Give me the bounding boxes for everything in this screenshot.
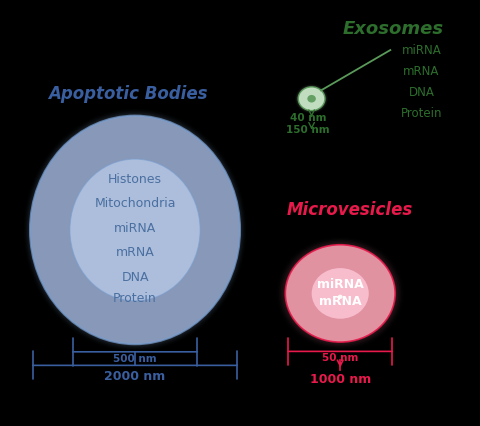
Text: Apoptotic Bodies: Apoptotic Bodies — [48, 85, 208, 103]
Text: mRNA: mRNA — [116, 246, 155, 259]
Text: 50 nm: 50 nm — [322, 353, 359, 363]
Text: 40 nm: 40 nm — [289, 113, 326, 123]
Circle shape — [284, 243, 396, 343]
Circle shape — [297, 86, 326, 112]
Text: DNA: DNA — [121, 271, 149, 284]
Text: Protein: Protein — [401, 107, 442, 120]
Text: miRNA: miRNA — [401, 43, 441, 57]
Ellipse shape — [30, 115, 240, 344]
Text: mRNA: mRNA — [319, 294, 361, 308]
Circle shape — [298, 87, 325, 111]
Text: DNA: DNA — [408, 86, 434, 99]
Circle shape — [285, 245, 395, 342]
Circle shape — [298, 87, 325, 111]
Ellipse shape — [70, 159, 200, 301]
Circle shape — [298, 86, 326, 111]
Text: miRNA: miRNA — [317, 278, 363, 291]
Circle shape — [285, 245, 395, 342]
Text: miRNA: miRNA — [114, 222, 156, 235]
Text: Mitochondria: Mitochondria — [94, 197, 176, 210]
Text: mRNA: mRNA — [403, 65, 440, 78]
Text: 2000 nm: 2000 nm — [104, 370, 166, 383]
Text: Histones: Histones — [108, 173, 162, 186]
Text: Microvesicles: Microvesicles — [287, 201, 413, 219]
Text: Protein: Protein — [113, 292, 157, 305]
Text: 150 nm: 150 nm — [286, 124, 330, 135]
Circle shape — [338, 295, 343, 299]
Circle shape — [307, 95, 316, 103]
Circle shape — [312, 268, 369, 319]
Text: 500 nm: 500 nm — [113, 354, 157, 363]
Ellipse shape — [30, 115, 240, 344]
Text: 1000 nm: 1000 nm — [310, 373, 371, 386]
Text: Exosomes: Exosomes — [342, 20, 443, 38]
